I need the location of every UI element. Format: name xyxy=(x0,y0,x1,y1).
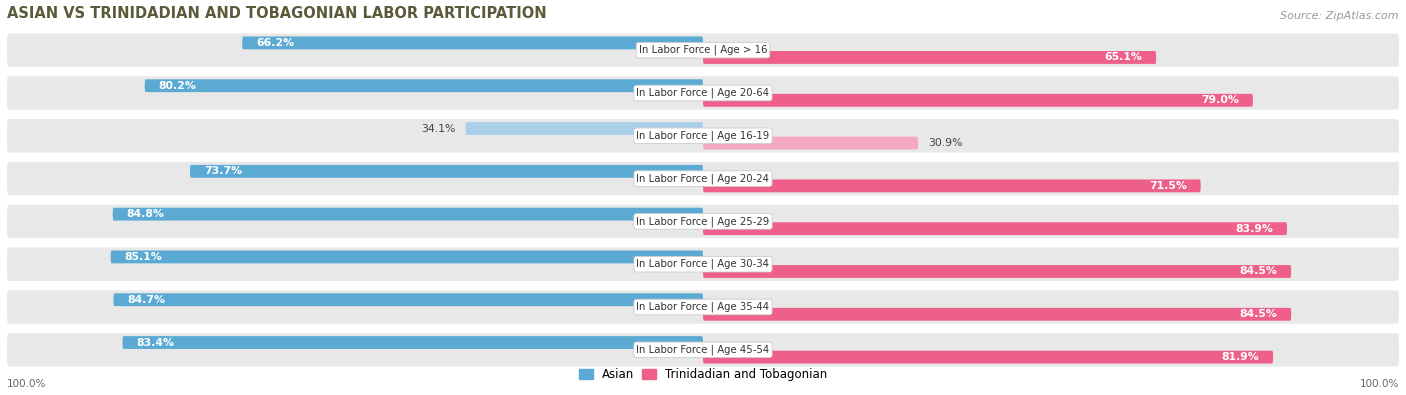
Text: In Labor Force | Age 16-19: In Labor Force | Age 16-19 xyxy=(637,130,769,141)
FancyBboxPatch shape xyxy=(242,36,703,49)
FancyBboxPatch shape xyxy=(703,351,1272,363)
Legend: Asian, Trinidadian and Tobagonian: Asian, Trinidadian and Tobagonian xyxy=(574,363,832,386)
FancyBboxPatch shape xyxy=(114,293,703,306)
Text: 79.0%: 79.0% xyxy=(1201,95,1239,105)
FancyBboxPatch shape xyxy=(7,34,1399,67)
Text: 83.9%: 83.9% xyxy=(1236,224,1272,234)
Text: ASIAN VS TRINIDADIAN AND TOBAGONIAN LABOR PARTICIPATION: ASIAN VS TRINIDADIAN AND TOBAGONIAN LABO… xyxy=(7,6,547,21)
FancyBboxPatch shape xyxy=(7,333,1399,367)
Text: Source: ZipAtlas.com: Source: ZipAtlas.com xyxy=(1281,11,1399,21)
FancyBboxPatch shape xyxy=(465,122,703,135)
FancyBboxPatch shape xyxy=(122,336,703,349)
Text: 73.7%: 73.7% xyxy=(204,166,242,176)
Text: 84.5%: 84.5% xyxy=(1239,309,1277,319)
Text: In Labor Force | Age > 16: In Labor Force | Age > 16 xyxy=(638,45,768,55)
Text: In Labor Force | Age 45-54: In Labor Force | Age 45-54 xyxy=(637,344,769,355)
FancyBboxPatch shape xyxy=(7,162,1399,195)
Text: In Labor Force | Age 20-24: In Labor Force | Age 20-24 xyxy=(637,173,769,184)
Text: 80.2%: 80.2% xyxy=(159,81,197,91)
Text: In Labor Force | Age 20-64: In Labor Force | Age 20-64 xyxy=(637,88,769,98)
Text: 85.1%: 85.1% xyxy=(125,252,162,262)
Text: 30.9%: 30.9% xyxy=(928,138,963,148)
FancyBboxPatch shape xyxy=(703,179,1201,192)
Text: 71.5%: 71.5% xyxy=(1149,181,1187,191)
Text: 84.7%: 84.7% xyxy=(128,295,166,305)
FancyBboxPatch shape xyxy=(7,205,1399,238)
FancyBboxPatch shape xyxy=(703,51,1156,64)
FancyBboxPatch shape xyxy=(7,119,1399,152)
FancyBboxPatch shape xyxy=(190,165,703,178)
Text: 100.0%: 100.0% xyxy=(1360,379,1399,389)
Text: 84.8%: 84.8% xyxy=(127,209,165,219)
FancyBboxPatch shape xyxy=(7,290,1399,324)
Text: 66.2%: 66.2% xyxy=(256,38,294,48)
FancyBboxPatch shape xyxy=(703,265,1291,278)
Text: In Labor Force | Age 30-34: In Labor Force | Age 30-34 xyxy=(637,259,769,269)
FancyBboxPatch shape xyxy=(703,94,1253,107)
Text: In Labor Force | Age 35-44: In Labor Force | Age 35-44 xyxy=(637,302,769,312)
Text: 84.5%: 84.5% xyxy=(1239,267,1277,276)
FancyBboxPatch shape xyxy=(145,79,703,92)
FancyBboxPatch shape xyxy=(7,248,1399,281)
FancyBboxPatch shape xyxy=(703,222,1286,235)
FancyBboxPatch shape xyxy=(7,76,1399,110)
Text: In Labor Force | Age 25-29: In Labor Force | Age 25-29 xyxy=(637,216,769,227)
Text: 100.0%: 100.0% xyxy=(7,379,46,389)
Text: 81.9%: 81.9% xyxy=(1222,352,1260,362)
FancyBboxPatch shape xyxy=(703,308,1291,321)
FancyBboxPatch shape xyxy=(112,208,703,220)
Text: 65.1%: 65.1% xyxy=(1104,53,1142,62)
FancyBboxPatch shape xyxy=(111,250,703,263)
FancyBboxPatch shape xyxy=(703,137,918,149)
Text: 34.1%: 34.1% xyxy=(420,124,456,134)
Text: 83.4%: 83.4% xyxy=(136,338,174,348)
